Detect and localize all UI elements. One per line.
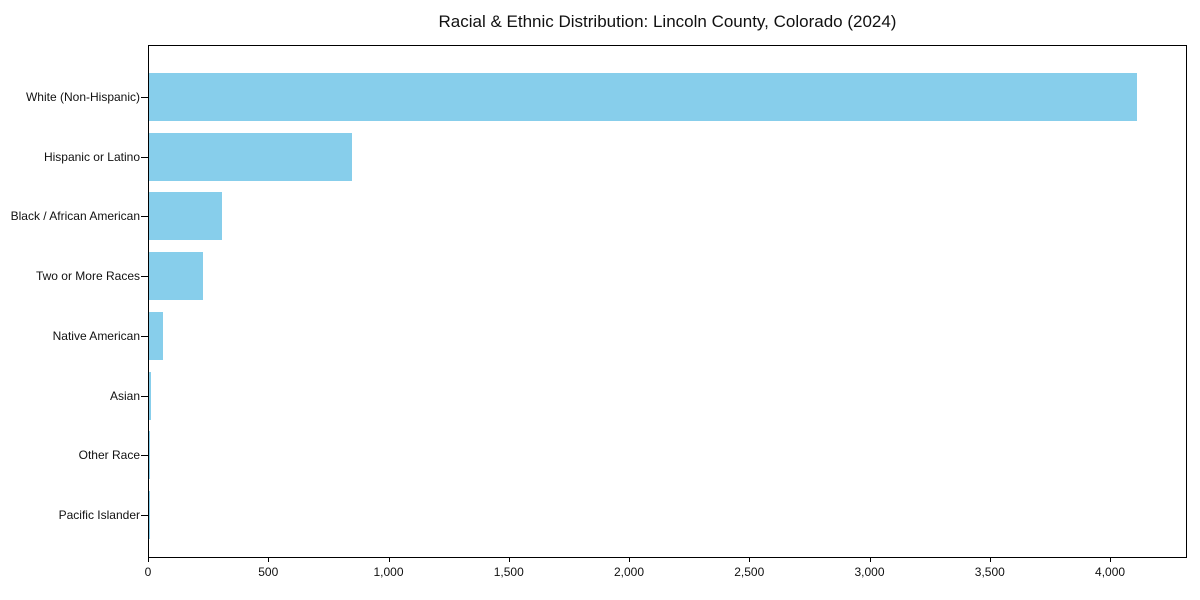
y-tick-asian — [141, 395, 148, 397]
y-axis-label-two-or-more-races: Two or More Races — [35, 269, 140, 284]
x-axis-label-1500: 1,500 — [493, 565, 524, 579]
y-axis-label-other-race: Other Race — [78, 448, 140, 463]
y-tick-hispanic-or-latino — [141, 156, 148, 158]
x-tick-1500 — [509, 558, 510, 562]
y-tick-two-or-more-races — [141, 276, 148, 278]
y-axis-label-hispanic-or-latino: Hispanic or Latino — [43, 149, 140, 164]
y-axis-label-white-non-hispanic: White (Non-Hispanic) — [25, 90, 140, 104]
y-axis-label-native-american: Native American — [52, 328, 140, 343]
plot-area — [148, 45, 1187, 558]
bar-native-american — [149, 311, 164, 360]
y-axis-label-asian: Asian — [109, 388, 140, 403]
bar-asian — [149, 371, 152, 420]
x-axis-label-2500: 2,500 — [734, 565, 765, 579]
bar-hispanic-or-latino — [149, 132, 353, 181]
x-axis-label-500: 500 — [258, 565, 279, 579]
bar-other-race — [149, 431, 150, 480]
x-tick-2000 — [629, 558, 630, 562]
x-axis-label-3000: 3,000 — [854, 565, 885, 579]
y-axis-label-black-african-american: Black / African American — [10, 209, 140, 224]
x-tick-3500 — [990, 558, 991, 562]
bar-white-non-hispanic — [149, 73, 1138, 121]
chart-title: Racial & Ethnic Distribution: Lincoln Co… — [438, 12, 897, 31]
bar-black-african-american — [149, 192, 223, 241]
x-axis-label-0: 0 — [144, 565, 152, 579]
x-axis-label-2000: 2,000 — [614, 565, 645, 579]
x-tick-1000 — [389, 558, 390, 562]
x-axis-label-4000: 4,000 — [1095, 565, 1126, 579]
x-axis-label-1000: 1,000 — [373, 565, 404, 579]
x-axis-label-3500: 3,500 — [974, 565, 1005, 579]
x-tick-2500 — [749, 558, 750, 562]
y-tick-white-non-hispanic — [141, 97, 148, 98]
y-axis-label-pacific-islander: Pacific Islander — [58, 507, 140, 522]
x-tick-500 — [268, 558, 269, 562]
y-tick-other-race — [141, 455, 148, 457]
x-tick-0 — [148, 558, 149, 562]
bar-two-or-more-races — [149, 252, 204, 301]
x-tick-3000 — [870, 558, 871, 562]
y-tick-pacific-islander — [141, 514, 148, 516]
y-tick-black-african-american — [141, 216, 148, 218]
x-tick-4000 — [1110, 558, 1111, 562]
y-tick-native-american — [141, 335, 148, 337]
